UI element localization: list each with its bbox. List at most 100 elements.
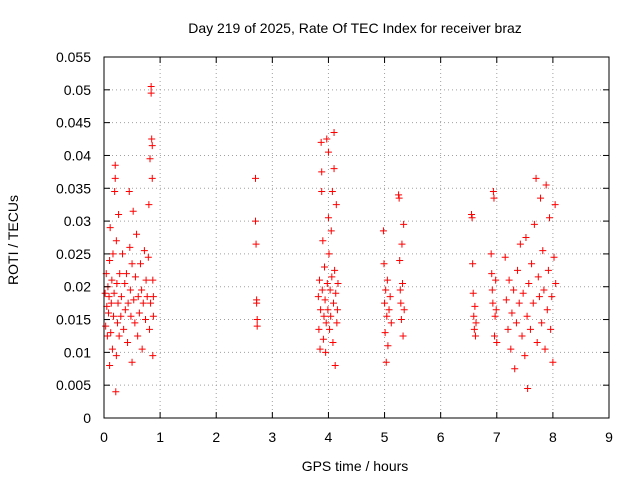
data-point (508, 309, 516, 317)
data-point (314, 293, 322, 301)
x-tick-label: 5 (381, 429, 389, 445)
data-point (397, 299, 405, 307)
data-point (142, 316, 150, 324)
data-point (327, 227, 335, 235)
data-point (332, 201, 340, 209)
data-point (252, 240, 260, 248)
y-tick-label: 0.03 (64, 213, 91, 229)
data-point (379, 227, 387, 235)
data-point (127, 312, 135, 320)
data-point (519, 289, 527, 297)
data-point (316, 345, 324, 353)
data-point (106, 224, 114, 232)
data-point (398, 240, 406, 248)
data-point (529, 299, 537, 307)
data-point (471, 332, 479, 340)
data-point (102, 322, 110, 330)
data-point (330, 165, 338, 173)
data-point (491, 332, 499, 340)
data-point (469, 289, 477, 297)
data-point (147, 299, 155, 307)
x-tick-label: 2 (212, 429, 220, 445)
x-tick-label: 1 (156, 429, 164, 445)
data-point (510, 286, 518, 294)
data-point (110, 312, 118, 320)
data-point (326, 286, 334, 294)
y-tick-label: 0 (83, 410, 91, 426)
data-point (107, 329, 115, 337)
data-point (399, 279, 407, 287)
data-point (324, 148, 332, 156)
data-point (148, 142, 156, 150)
data-point (400, 306, 408, 314)
x-tick-label: 3 (268, 429, 276, 445)
data-point (548, 293, 556, 301)
data-point (323, 135, 331, 143)
data-point (136, 260, 144, 268)
data-point (253, 322, 261, 330)
data-point (117, 293, 125, 301)
data-point (490, 194, 498, 202)
data-point (512, 319, 520, 327)
data-point (511, 365, 519, 373)
data-point (319, 237, 327, 245)
data-point (383, 312, 391, 320)
data-point (318, 286, 326, 294)
data-point (320, 312, 328, 320)
data-point (126, 286, 134, 294)
data-point (552, 279, 560, 287)
data-point (515, 299, 523, 307)
data-point (502, 296, 510, 304)
data-point (492, 306, 500, 314)
data-point (318, 188, 326, 196)
data-point (546, 214, 554, 222)
data-point (146, 155, 154, 163)
data-points (101, 83, 560, 396)
data-point (550, 253, 558, 261)
data-point (383, 276, 391, 284)
data-point (322, 348, 330, 356)
data-point (544, 266, 552, 274)
x-axis-label: GPS time / hours (302, 458, 409, 474)
data-point (322, 319, 330, 327)
data-point (131, 319, 139, 327)
data-point (108, 276, 116, 284)
data-point (487, 250, 495, 258)
data-point (252, 174, 259, 182)
data-point (324, 306, 332, 314)
data-point (507, 345, 515, 353)
data-point (253, 299, 261, 307)
data-point (472, 319, 480, 327)
y-tick-label: 0.035 (56, 180, 91, 196)
y-tick-label: 0.055 (56, 49, 91, 65)
data-point (331, 361, 339, 369)
data-point (528, 260, 536, 268)
data-point (493, 339, 501, 347)
data-point (380, 260, 388, 268)
data-point (549, 358, 557, 366)
data-point (381, 329, 389, 337)
data-point (128, 260, 136, 268)
data-point (400, 220, 408, 228)
data-point (505, 276, 513, 284)
data-point (253, 316, 261, 324)
data-point (323, 279, 331, 287)
data-point (329, 299, 337, 307)
data-point (107, 299, 115, 307)
data-point (469, 260, 477, 268)
data-point (397, 316, 405, 324)
data-point (129, 207, 137, 215)
data-point (382, 358, 390, 366)
data-point (117, 312, 125, 320)
y-tick-label: 0.015 (56, 312, 91, 328)
data-point (101, 289, 109, 297)
data-point (533, 339, 541, 347)
data-point (387, 319, 395, 327)
data-point (541, 345, 549, 353)
data-point (334, 279, 342, 287)
data-point (140, 247, 148, 255)
data-point (382, 286, 390, 294)
data-point (134, 293, 142, 301)
data-point (328, 188, 336, 196)
